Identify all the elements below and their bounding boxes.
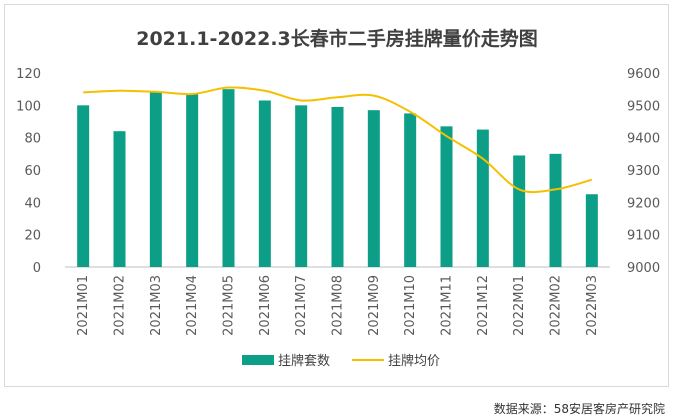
legend-label: 挂牌套数 xyxy=(278,353,330,369)
chart-frame: 2021.1-2022.3长春市二手房挂牌量价走势图 0 20 40 60 80 100 1… xyxy=(4,4,669,387)
y-left-tick-label: 0 xyxy=(33,261,41,276)
y-right-tick-label: 9500 xyxy=(627,99,660,114)
y-right-tick-label: 9200 xyxy=(627,196,660,211)
x-tick-label: 2021M02 xyxy=(113,275,128,336)
legend: 挂牌套数 挂牌均价 xyxy=(242,353,440,369)
y-left-tick-label: 120 xyxy=(16,67,41,82)
source-note: 数据来源：58安居客房产研究院 xyxy=(493,402,665,416)
bar xyxy=(295,105,308,267)
x-tick-label: 2022M01 xyxy=(512,275,527,336)
bar xyxy=(585,194,598,267)
axes: 0 20 40 60 80 100 120 9000 9100 9200 9300 9400 9500 9… xyxy=(16,67,660,276)
x-tick-label: 2021M10 xyxy=(403,275,418,336)
bar xyxy=(513,155,526,267)
bar xyxy=(186,94,199,268)
bar xyxy=(404,113,417,268)
x-tick-label: 2021M05 xyxy=(222,275,237,336)
y-left-tick-label: 40 xyxy=(24,196,41,211)
x-tick-label: 2021M06 xyxy=(258,275,273,336)
legend-swatch-bar xyxy=(242,355,274,365)
bar xyxy=(549,153,562,267)
y-right-tick-label: 9300 xyxy=(627,164,660,179)
x-tick-label: 2021M01 xyxy=(76,275,91,336)
bar xyxy=(367,110,380,267)
y-left-tick-label: 100 xyxy=(16,99,41,114)
x-tick-label: 2021M09 xyxy=(367,275,382,336)
bar xyxy=(258,100,271,267)
x-tick-label: 2021M08 xyxy=(331,275,346,336)
y-left-tick-label: 80 xyxy=(24,132,41,147)
legend-label: 挂牌均价 xyxy=(388,353,440,369)
y-right-tick-label: 9600 xyxy=(627,67,660,82)
bar xyxy=(222,89,235,268)
bar xyxy=(77,105,90,267)
x-tick-label: 2022M02 xyxy=(549,275,564,336)
bar-series xyxy=(77,89,598,268)
x-tick-label: 2021M04 xyxy=(185,275,200,336)
y-right-tick-label: 9100 xyxy=(627,229,660,244)
x-tick-label: 2022M03 xyxy=(585,275,600,336)
y-right-tick-label: 9000 xyxy=(627,261,660,276)
line-series xyxy=(83,86,593,194)
x-axis-labels: 2021M01 2021M02 2021M03 2021M04 2021M05 2021M… xyxy=(76,275,600,336)
chart-title: 2021.1-2022.3长春市二手房挂牌量价走势图 xyxy=(136,27,538,50)
bar xyxy=(113,131,126,267)
x-tick-label: 2021M11 xyxy=(440,275,455,336)
x-tick-label: 2021M12 xyxy=(476,275,491,336)
y-right-tick-label: 9400 xyxy=(627,132,660,147)
x-tick-label: 2021M03 xyxy=(149,275,164,336)
bar xyxy=(331,106,344,267)
bar xyxy=(476,129,489,267)
combo-chart: 2021.1-2022.3长春市二手房挂牌量价走势图 0 20 40 60 80 100 1… xyxy=(16,27,660,369)
x-tick-label: 2021M07 xyxy=(294,275,309,336)
bar xyxy=(440,126,453,267)
y-left-tick-label: 60 xyxy=(24,164,41,179)
bar xyxy=(149,92,162,268)
y-left-tick-label: 20 xyxy=(24,229,41,244)
